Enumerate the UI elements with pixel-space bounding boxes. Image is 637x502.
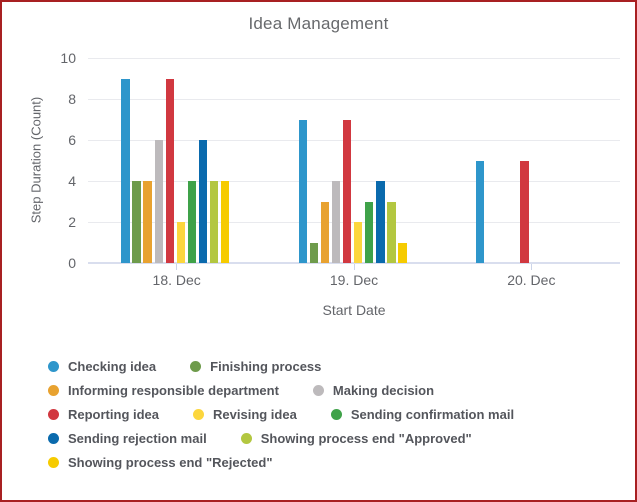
legend-label: Revising idea <box>213 406 297 422</box>
legend-swatch-icon <box>190 360 202 372</box>
bar[interactable] <box>143 181 152 263</box>
y-tick-label: 8 <box>68 91 76 107</box>
y-tick-label: 6 <box>68 132 76 148</box>
bar[interactable] <box>342 119 352 263</box>
bar[interactable] <box>398 242 407 263</box>
bar[interactable] <box>132 181 141 263</box>
bar[interactable] <box>520 160 529 263</box>
bar[interactable] <box>176 222 186 263</box>
legend-label: Reporting idea <box>68 406 160 422</box>
gridline <box>88 180 620 182</box>
legend-row: Sending rejection mail Showing process en… <box>48 426 608 450</box>
legend-swatch-icon <box>48 432 59 444</box>
legend-item[interactable]: Sending rejection mail <box>48 431 207 446</box>
x-tick-mark <box>176 264 178 270</box>
bar[interactable] <box>221 181 230 263</box>
x-category-label: 18. Dec <box>152 272 201 288</box>
bar[interactable] <box>331 181 341 263</box>
legend-item[interactable]: Informing responsible department <box>48 383 279 398</box>
legend-item[interactable]: Showing process end "Approved" <box>240 430 472 446</box>
legend-row: Informing responsible department Making d… <box>48 378 608 402</box>
y-tick-label: 10 <box>60 50 76 66</box>
x-category-label: 20. Dec <box>507 272 556 288</box>
y-tick-label: 2 <box>68 214 76 230</box>
x-axis-line <box>88 262 620 264</box>
legend-item[interactable]: Sending confirmation mail <box>330 406 515 422</box>
legend-item[interactable]: Revising idea <box>193 407 297 422</box>
legend-swatch-icon <box>48 408 59 420</box>
x-axis-title: Start Date <box>322 302 386 318</box>
bar[interactable] <box>320 201 330 263</box>
legend-item[interactable]: Finishing process <box>190 359 321 374</box>
bar[interactable] <box>387 201 396 263</box>
bar[interactable] <box>309 242 318 263</box>
y-tick-label: 0 <box>68 255 76 271</box>
legend-item[interactable]: Showing process end "Rejected" <box>48 455 272 470</box>
bar[interactable] <box>298 119 307 263</box>
legend-label: Making decision <box>332 382 435 398</box>
legend-swatch-icon <box>48 456 59 468</box>
legend-swatch-icon <box>330 408 342 420</box>
gridline <box>88 98 620 100</box>
legend-label: Showing process end "Approved" <box>260 430 472 446</box>
chart-title: Idea Management <box>248 14 389 33</box>
bar[interactable] <box>154 140 163 263</box>
bar[interactable] <box>198 140 208 263</box>
gridline <box>88 139 620 141</box>
legend-label: Sending confirmation mail <box>350 406 515 422</box>
bar[interactable] <box>376 181 385 263</box>
bar[interactable] <box>165 78 174 263</box>
legend-swatch-icon <box>240 432 252 444</box>
bar[interactable] <box>354 222 363 263</box>
bar[interactable] <box>187 181 197 263</box>
y-tick-label: 4 <box>68 173 76 189</box>
gridline <box>88 57 620 59</box>
legend-label: Sending rejection mail <box>68 430 207 446</box>
legend-swatch-icon <box>312 384 324 396</box>
plot-area <box>88 57 620 270</box>
bar[interactable] <box>365 201 374 263</box>
legend-item[interactable]: Making decision <box>312 382 435 398</box>
legend-swatch-icon <box>193 408 205 420</box>
x-tick-mark <box>530 264 532 270</box>
legend-swatch-icon <box>48 384 59 396</box>
legend-label: Showing process end "Rejected" <box>68 454 273 470</box>
bar[interactable] <box>210 181 219 263</box>
bar[interactable] <box>121 78 130 263</box>
legend-row: Reporting idea Revising idea Sending confi… <box>48 402 608 426</box>
legend-label: Checking idea <box>68 358 157 374</box>
legend-item[interactable]: Reporting idea <box>48 407 159 422</box>
x-tick-mark <box>353 264 355 270</box>
legend-row: Showing process end "Rejected" <box>48 450 608 474</box>
legend-label: Informing responsible department <box>68 382 279 398</box>
legend: Checking idea Finishing process Informing … <box>48 354 608 474</box>
legend-label: Finishing process <box>210 358 322 374</box>
bar[interactable] <box>475 160 485 263</box>
y-axis: 0 2 4 6 8 10 <box>2 2 76 500</box>
legend-swatch-icon <box>48 360 59 372</box>
legend-row: Checking idea Finishing process <box>48 354 608 378</box>
legend-item[interactable]: Checking idea <box>48 359 156 374</box>
x-category-label: 19. Dec <box>329 272 379 288</box>
